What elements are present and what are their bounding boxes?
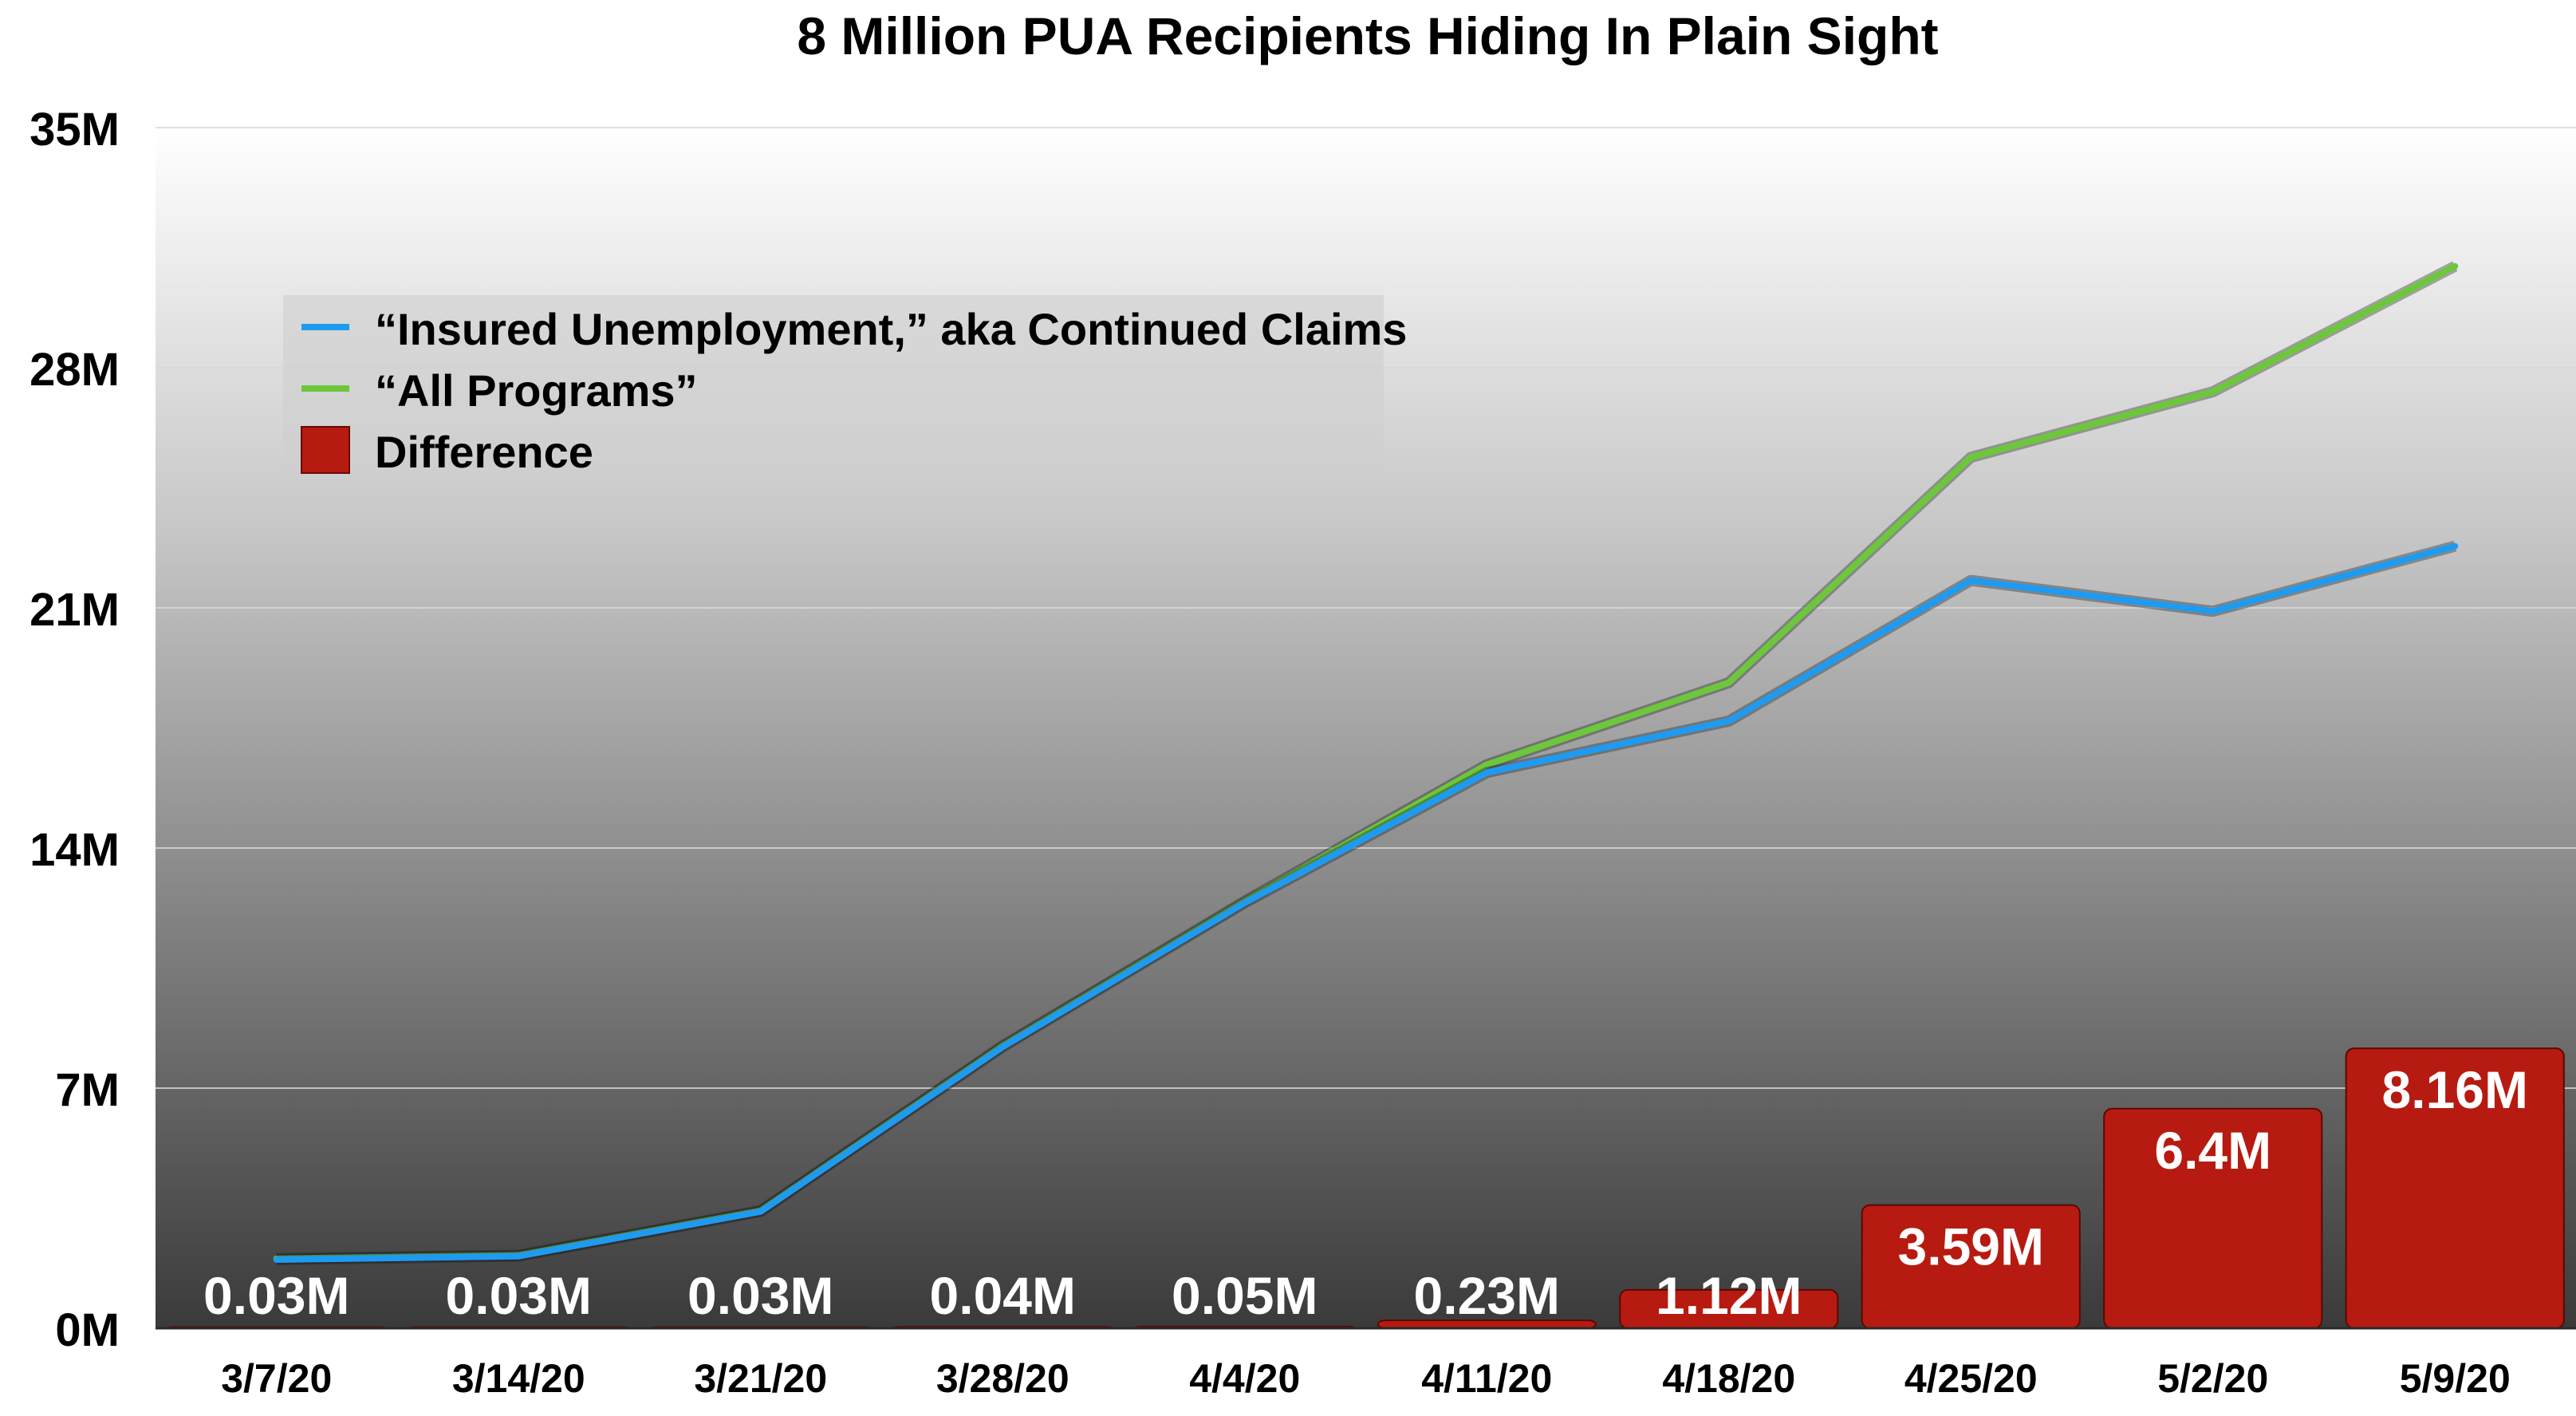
bar-value-label: 0.03M	[203, 1266, 349, 1325]
bar-value-label: 0.04M	[930, 1266, 1076, 1325]
legend-label-insured: “Insured Unemployment,” aka Continued Cl…	[375, 304, 1407, 354]
x-tick-label: 3/28/20	[936, 1356, 1069, 1401]
legend-swatch-difference	[301, 426, 350, 474]
axes: 0M 7M 14M 21M 28M 35M 3/7/20 3/14/20 3/21/20 3/28…	[30, 104, 2576, 1401]
y-tick-label: 21M	[30, 584, 120, 636]
bar-value-label: 0.03M	[446, 1266, 592, 1325]
x-tick-label: 4/25/20	[1904, 1356, 2038, 1401]
y-tick-label: 28M	[30, 344, 120, 396]
bar-labels: 0.03M 0.03M 0.03M 0.04M 0.05M 0.23M 1.12M 3.59M…	[203, 1060, 2528, 1325]
bar-value-label: 8.16M	[2382, 1060, 2528, 1119]
y-tick-label: 0M	[55, 1304, 120, 1356]
legend-label-all-programs: “All Programs”	[375, 365, 698, 416]
chart-title: 8 Million PUA Recipients Hiding In Plain…	[797, 6, 1938, 65]
series-line	[273, 542, 2459, 1263]
y-tick-label: 35M	[30, 104, 120, 156]
legend-label-difference: Difference	[375, 427, 593, 477]
bar-value-label: 3.59M	[1898, 1217, 2044, 1276]
y-tick-label: 7M	[55, 1064, 120, 1116]
bar-value-label: 0.23M	[1414, 1266, 1560, 1325]
x-tick-label: 3/14/20	[452, 1356, 585, 1401]
bar-value-label: 0.05M	[1172, 1266, 1318, 1325]
bar-value-label: 0.03M	[687, 1266, 833, 1325]
series-lines	[273, 261, 2459, 1265]
bar-value-label: 1.12M	[1656, 1266, 1802, 1325]
x-tick-label: 4/4/20	[1189, 1356, 1300, 1401]
x-tick-label: 4/18/20	[1662, 1356, 1795, 1401]
x-tick-label: 5/9/20	[2400, 1356, 2511, 1401]
y-tick-label: 14M	[30, 824, 120, 876]
legend: “Insured Unemployment,” aka Continued Cl…	[283, 295, 1407, 479]
legend-box	[283, 295, 1384, 479]
x-tick-label: 3/7/20	[221, 1356, 332, 1401]
bar-value-label: 6.4M	[2154, 1121, 2271, 1180]
x-tick-label: 4/11/20	[1421, 1356, 1552, 1401]
x-tick-label: 5/2/20	[2157, 1356, 2268, 1401]
x-tick-label: 3/21/20	[694, 1356, 827, 1401]
